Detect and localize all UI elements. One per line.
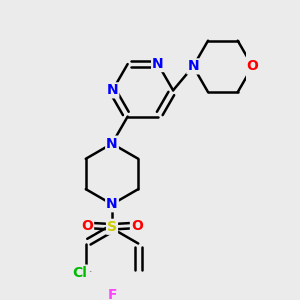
Text: S: S bbox=[107, 220, 117, 234]
Text: O: O bbox=[131, 219, 143, 232]
Text: N: N bbox=[107, 83, 118, 97]
Text: F: F bbox=[107, 288, 117, 300]
Text: N: N bbox=[152, 57, 164, 71]
Text: O: O bbox=[81, 219, 93, 232]
Text: Cl: Cl bbox=[72, 266, 87, 280]
Text: N: N bbox=[106, 197, 118, 211]
Text: O: O bbox=[247, 59, 259, 74]
Text: N: N bbox=[106, 137, 118, 151]
Text: N: N bbox=[188, 59, 199, 74]
